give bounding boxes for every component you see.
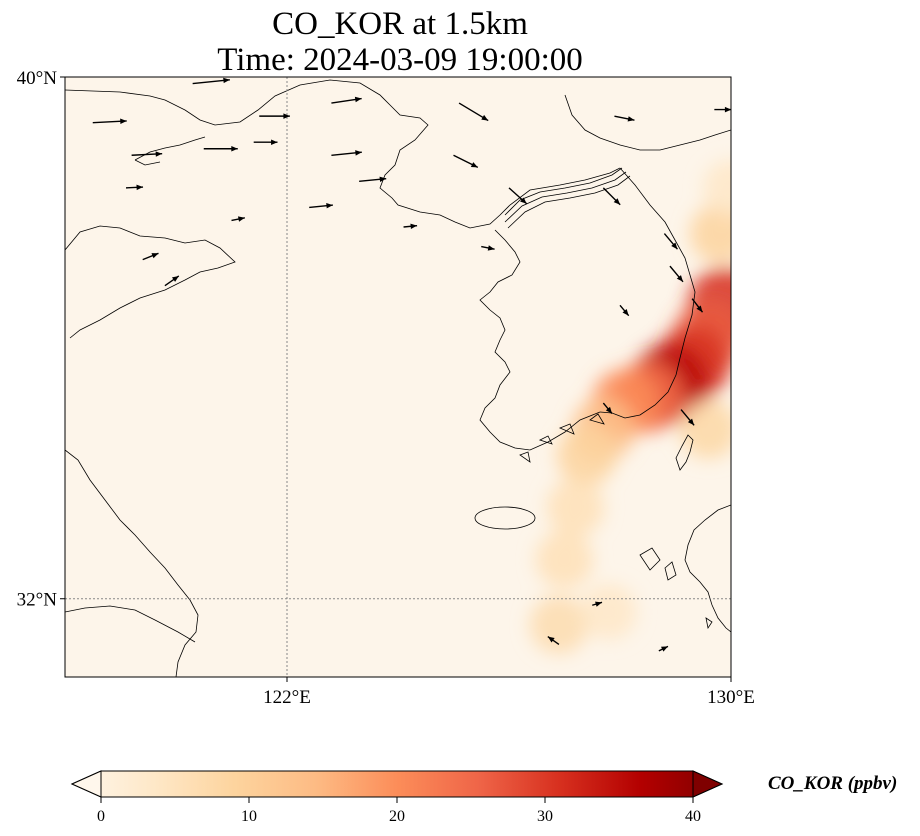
colorbar-tick-label: 10 (241, 808, 257, 825)
concentration-cell (679, 399, 731, 459)
lat-tick-label: 32°N (17, 590, 58, 611)
tsushima-island (675, 434, 694, 471)
concentration-cell (703, 159, 731, 216)
korea-south-islands (519, 413, 605, 463)
wind-arrow (259, 113, 290, 119)
wind-arrow (458, 102, 489, 122)
colorbar-extend-max (692, 770, 724, 798)
concentration-cell (535, 530, 594, 589)
colorbar-tick-label: 0 (97, 808, 105, 825)
wind-arrow (691, 298, 704, 313)
wind-arrow (131, 151, 163, 157)
wind-arrow (602, 187, 621, 206)
wind-arrow (453, 154, 479, 169)
map-title-line-1: CO_KOR at 1.5km (272, 6, 528, 42)
wind-arrow (331, 150, 362, 156)
wind-arrow (547, 636, 560, 645)
wind-arrow (164, 275, 180, 287)
wind-arrow (508, 187, 528, 205)
coastline-shandong (65, 225, 236, 339)
colorbar-bar (70, 770, 724, 798)
concentration-cell (580, 583, 637, 640)
map-frame (64, 76, 732, 678)
kyushu-coast (684, 504, 731, 633)
wind-arrow (359, 176, 387, 183)
coastlines (65, 79, 731, 677)
coastline-china-east (65, 449, 199, 677)
wind-arrow (619, 304, 630, 317)
coastline-liaodong (134, 136, 206, 166)
wind-arrow (680, 409, 695, 426)
wind-arrow (714, 106, 731, 113)
wind-arrow (592, 601, 603, 607)
coastline-korea-east (599, 167, 696, 419)
wind-arrow (142, 252, 159, 261)
wind-arrow (658, 645, 669, 652)
colorbar-tick-label: 40 (685, 808, 701, 825)
wind-arrow (663, 233, 678, 250)
colorbar-extend-min (70, 770, 102, 798)
concentration-cell (689, 203, 731, 264)
wind-arrow (92, 118, 127, 124)
longitude-ticks: 122°E 130°E (263, 677, 755, 708)
wind-arrow (403, 223, 418, 230)
kyushu-west-islands (639, 547, 713, 630)
wind-arrow (331, 96, 362, 104)
wind-arrow (602, 402, 613, 414)
coastline-china-north (65, 79, 621, 229)
lon-tick-label: 122°E (263, 687, 311, 708)
wind-vectors (92, 77, 731, 652)
concentration-cell (546, 478, 605, 537)
latitude-ticks: 40°N 32°N (17, 68, 65, 611)
colorbar-label: CO_KOR (ppbv) (768, 773, 897, 794)
wind-arrow (231, 216, 245, 222)
coastline-yangtze (65, 605, 196, 643)
wind-arrow (192, 77, 230, 85)
concentration-cell (556, 425, 617, 486)
border-dmz (504, 167, 631, 229)
wind-arrow (669, 265, 684, 283)
wind-arrow (481, 245, 495, 251)
colorbar-tick-label: 20 (389, 808, 405, 825)
coastline-korea-north-east (564, 94, 731, 151)
concentration-cell (529, 595, 589, 655)
wind-arrow (614, 115, 635, 122)
lon-tick-label: 130°E (707, 687, 755, 708)
co-concentration-field (529, 159, 731, 655)
coastline-korea-west (479, 229, 601, 451)
wind-arrow (309, 202, 333, 209)
wind-arrow (203, 146, 238, 152)
gridlines (65, 77, 731, 677)
lat-tick-label: 40°N (17, 68, 58, 89)
colorbar: 0 10 20 30 40 CO_KOR (ppbv) (70, 770, 897, 825)
wind-arrow (126, 184, 144, 191)
jeju-island (474, 506, 536, 530)
wind-arrow (253, 139, 278, 145)
colorbar-tick-label: 30 (537, 808, 553, 825)
map-title-line-2: Time: 2024-03-09 19:00:00 (217, 42, 583, 78)
